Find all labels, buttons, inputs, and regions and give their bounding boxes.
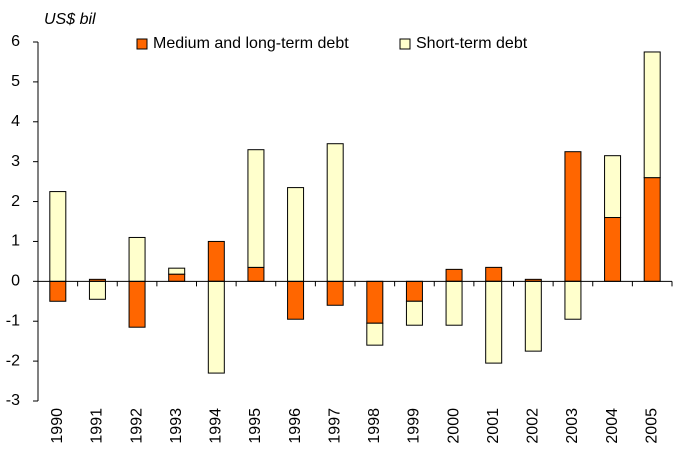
bar xyxy=(445,280,463,326)
x-tick-label: 1994 xyxy=(208,408,225,444)
bar xyxy=(524,280,542,352)
bar xyxy=(405,300,423,326)
x-tick-label: 2000 xyxy=(445,408,462,444)
bar xyxy=(643,51,661,179)
bar xyxy=(564,151,582,282)
bar xyxy=(168,267,186,275)
legend-swatch xyxy=(136,38,148,50)
bar xyxy=(604,155,622,219)
y-tick-label: 3 xyxy=(11,153,20,170)
bar xyxy=(405,280,423,302)
bar xyxy=(128,236,146,282)
x-tick-label: 1997 xyxy=(326,408,343,444)
x-tick-label: 2001 xyxy=(485,408,502,444)
bar xyxy=(604,217,622,282)
bar xyxy=(247,149,265,268)
bar xyxy=(207,280,225,374)
y-tick-label: 0 xyxy=(11,273,20,290)
y-tick-label: 5 xyxy=(11,73,20,90)
bar xyxy=(49,191,67,282)
bar xyxy=(326,143,344,282)
x-tick-label: 1995 xyxy=(247,408,264,444)
x-tick-label: 1996 xyxy=(287,408,304,444)
x-tick-label: 1999 xyxy=(406,408,423,444)
bar xyxy=(247,266,265,282)
x-tick-label: 1993 xyxy=(168,408,185,444)
y-tick-label: 4 xyxy=(11,113,20,130)
bar xyxy=(485,266,503,282)
x-tick-label: 2002 xyxy=(525,408,542,444)
y-tick-label: -3 xyxy=(6,392,20,409)
bar xyxy=(207,240,225,282)
legend-swatch xyxy=(399,38,411,50)
x-tick-label: 2005 xyxy=(643,408,660,444)
legend-label: Short-term debt xyxy=(416,35,528,52)
x-tick-label: 2004 xyxy=(604,408,621,444)
bar xyxy=(49,280,67,302)
bar xyxy=(128,280,146,328)
bar xyxy=(564,280,582,320)
y-tick-label: 2 xyxy=(11,193,20,210)
bar xyxy=(366,280,384,324)
x-tick-label: 1998 xyxy=(366,408,383,444)
legend-label: Medium and long-term debt xyxy=(153,35,349,52)
bar xyxy=(643,177,661,282)
y-tick-label: -1 xyxy=(6,312,20,329)
y-axis-label: US$ bil xyxy=(44,11,96,28)
y-tick-label: 6 xyxy=(11,33,20,50)
bar xyxy=(168,273,186,282)
bar xyxy=(326,280,344,306)
bar xyxy=(88,280,106,300)
y-tick-label: -2 xyxy=(6,352,20,369)
x-tick-label: 2003 xyxy=(564,408,581,444)
x-tick-label: 1992 xyxy=(128,408,145,444)
x-tick-label: 1990 xyxy=(49,408,66,444)
bar xyxy=(287,187,305,282)
bar xyxy=(287,280,305,320)
bar xyxy=(485,280,503,364)
x-tick-label: 1991 xyxy=(89,408,106,444)
bar xyxy=(366,322,384,346)
y-tick-label: 1 xyxy=(11,233,20,250)
bar xyxy=(445,268,463,282)
